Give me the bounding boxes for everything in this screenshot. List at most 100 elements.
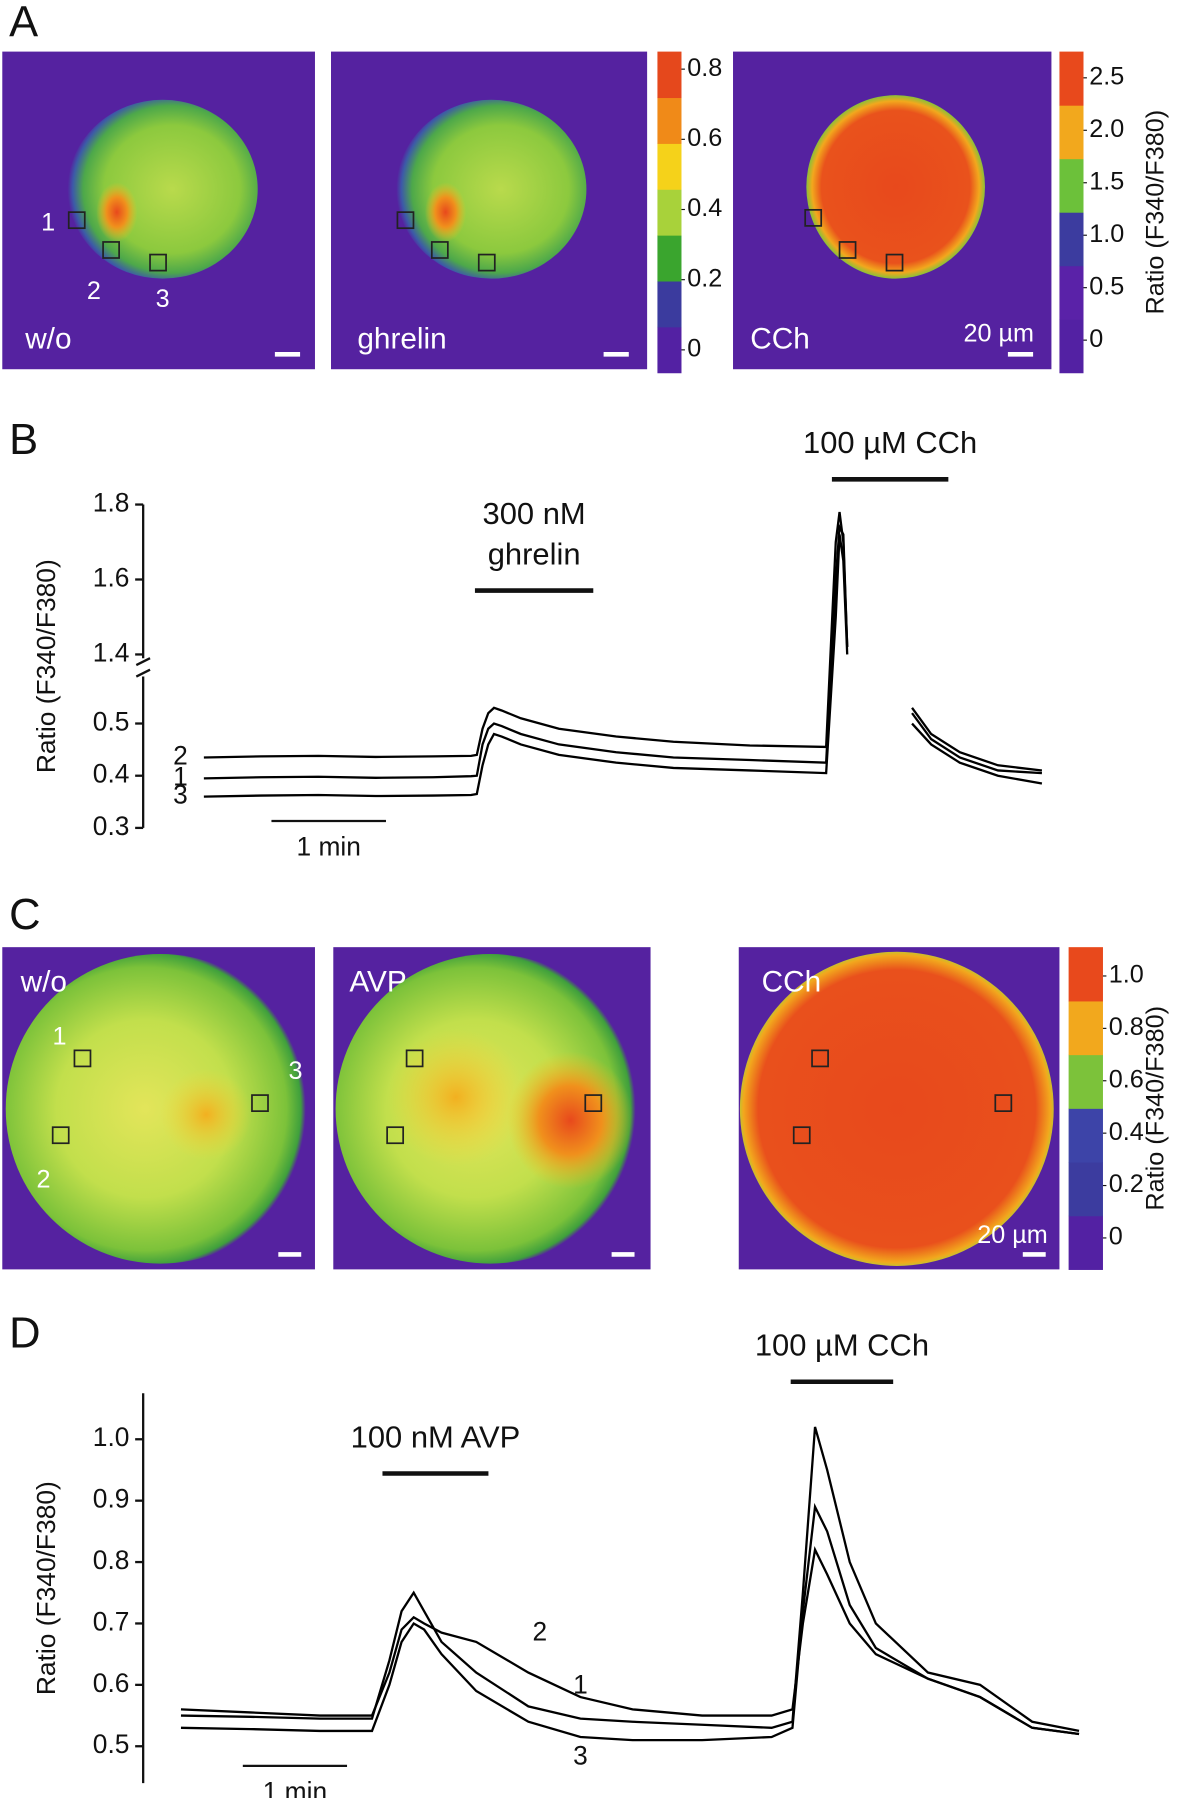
trace xyxy=(203,534,1043,798)
colorbar-tick-label: 0.2 xyxy=(687,264,722,292)
roi-box xyxy=(838,241,857,259)
roi-box xyxy=(51,1126,70,1145)
roi-box xyxy=(792,1126,811,1145)
trace-label: 2 xyxy=(173,740,188,770)
roi-box xyxy=(405,1049,424,1068)
colorbar-tick-label: 0.6 xyxy=(687,124,722,152)
cell-hotspot xyxy=(96,182,138,242)
trace xyxy=(180,1426,1080,1733)
colorbar-block xyxy=(1068,1108,1103,1163)
cell-hotspot xyxy=(160,1068,252,1161)
axis-break xyxy=(135,668,151,678)
y-tick-label: 0.5 xyxy=(93,1729,130,1759)
colorbar-tick-label: 1.5 xyxy=(1089,167,1124,195)
time-scale-label: 1 min xyxy=(263,1776,327,1798)
stimulus-label: 100 µM CCh xyxy=(755,1328,929,1363)
y-tick-label: 0.4 xyxy=(93,759,130,789)
trace-label: 3 xyxy=(573,1741,588,1771)
colorbar-block xyxy=(1068,1000,1103,1056)
image-label: AVP xyxy=(349,966,406,999)
cell xyxy=(739,951,1054,1266)
trace-label: 1 xyxy=(173,761,188,791)
roi-label: 3 xyxy=(156,285,170,313)
colorbar-block xyxy=(657,51,682,99)
y-axis-title: Ratio (F340/F380) xyxy=(31,1481,61,1695)
cell xyxy=(806,95,985,279)
panel-letter: A xyxy=(9,0,38,47)
image-label: w/o xyxy=(20,966,67,999)
colorbar-block xyxy=(657,280,682,328)
roi-box xyxy=(994,1094,1013,1112)
roi-box xyxy=(67,211,86,230)
cell xyxy=(396,99,587,279)
y-tick-label: 0.3 xyxy=(93,811,130,841)
y-axis-title: Ratio (F340/F380) xyxy=(31,559,61,773)
colorbar-block xyxy=(657,143,682,190)
y-tick-label: 0.6 xyxy=(93,1668,130,1698)
colorbar-block xyxy=(1059,212,1084,267)
roi-box xyxy=(811,1049,829,1068)
trace-label: 2 xyxy=(533,1617,548,1647)
colorbar-block xyxy=(657,235,682,282)
colorbar-tick-label: 0.4 xyxy=(687,194,722,222)
colorbar-block xyxy=(1068,1161,1103,1217)
roi-label: 2 xyxy=(87,277,101,305)
roi-box xyxy=(477,253,496,272)
colorbar-block xyxy=(657,97,682,144)
colorbar-block xyxy=(1059,158,1084,213)
panel-letter: C xyxy=(9,891,40,939)
roi-box xyxy=(73,1049,92,1068)
roi-label: 1 xyxy=(41,208,55,236)
colorbar-block xyxy=(1059,265,1084,320)
roi-box xyxy=(102,241,120,259)
colorbar-tick-label: 0.5 xyxy=(1089,272,1124,300)
y-tick-label: 1.4 xyxy=(93,637,130,667)
trace-label: 3 xyxy=(173,780,188,810)
image-panel: CCh 20 µm xyxy=(733,51,1052,370)
trace xyxy=(180,1502,1080,1742)
y-tick-label: 1.6 xyxy=(93,562,130,592)
y-tick-label: 0.5 xyxy=(93,706,130,736)
stimulus-label: 100 µM CCh xyxy=(803,425,977,460)
colorbar-block xyxy=(1059,105,1084,160)
roi-label: 1 xyxy=(53,1022,67,1050)
stimulus-label: ghrelin xyxy=(488,536,581,571)
colorbar-tick-label: 0.6 xyxy=(1109,1065,1144,1093)
cell xyxy=(67,99,258,279)
axis-break xyxy=(135,657,151,667)
image-label: CCh xyxy=(750,322,810,355)
roi-box xyxy=(251,1094,269,1112)
colorbar-tick-label: 0.4 xyxy=(1109,1118,1144,1146)
roi-box xyxy=(149,253,167,272)
panel-letter: D xyxy=(9,1309,40,1357)
colorbar-label: Ratio (F340/F380) xyxy=(1141,1006,1169,1211)
image-label: CCh xyxy=(762,966,822,999)
colorbar-tick-label: 1.0 xyxy=(1089,220,1124,248)
roi-box xyxy=(430,241,449,259)
image-panel: 1 2 3 w/o xyxy=(2,51,315,370)
trace xyxy=(180,1546,1080,1736)
image-panel: ghrelin xyxy=(331,51,648,370)
y-tick-label: 0.8 xyxy=(93,1545,130,1575)
image-panel: CCh 20 µm xyxy=(738,947,1060,1270)
trace xyxy=(203,511,1043,772)
scale-bar-label: 20 µm xyxy=(977,1221,1048,1249)
colorbar-tick-label: 0.8 xyxy=(687,54,722,82)
roi-box xyxy=(885,253,904,272)
colorbar-tick-label: 2.5 xyxy=(1089,62,1124,90)
image-label: ghrelin xyxy=(357,322,446,355)
colorbar-label: Ratio (F340/F380) xyxy=(1141,110,1169,315)
colorbar-tick-label: 0.8 xyxy=(1109,1013,1144,1041)
colorbar-tick-label: 2.0 xyxy=(1089,115,1124,143)
trace-label: 1 xyxy=(573,1669,588,1699)
roi-box xyxy=(584,1094,603,1112)
cell-hotspot xyxy=(424,182,467,242)
colorbar-tick-label: 1.0 xyxy=(1109,961,1144,989)
y-tick-label: 0.7 xyxy=(93,1606,130,1636)
colorbar-block xyxy=(1068,1054,1103,1109)
colorbar-block xyxy=(1059,319,1084,374)
cell xyxy=(5,954,315,1264)
y-tick-label: 1.8 xyxy=(93,487,130,517)
cell-hotspot xyxy=(387,1028,525,1167)
